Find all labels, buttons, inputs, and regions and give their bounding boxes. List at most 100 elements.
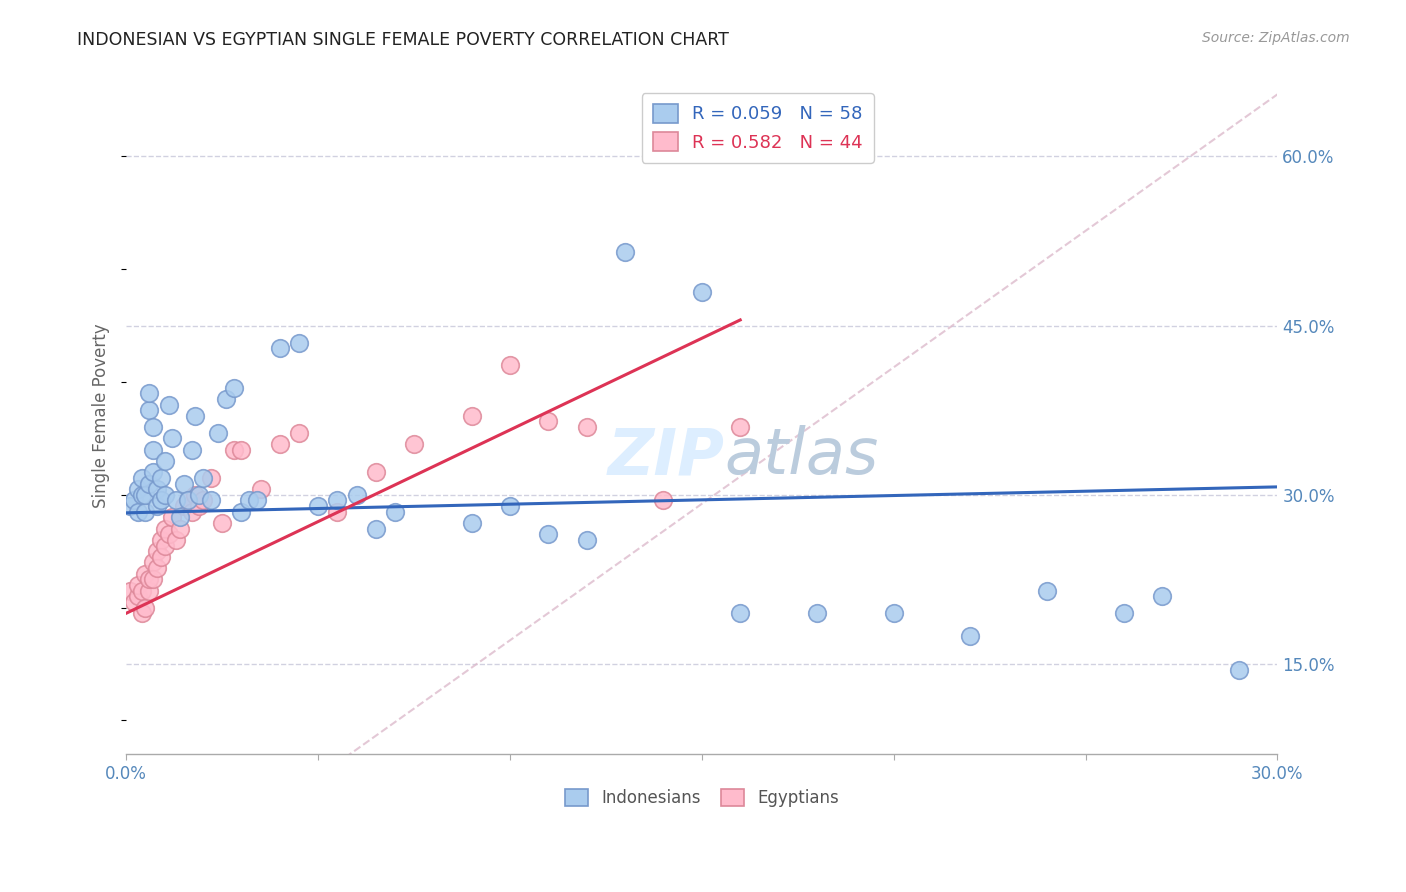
Point xyxy=(728,606,751,620)
Point xyxy=(138,386,160,401)
Point xyxy=(288,335,311,350)
Point xyxy=(1112,606,1135,620)
Point xyxy=(614,245,637,260)
Point xyxy=(120,583,142,598)
Point xyxy=(215,392,238,406)
Point xyxy=(127,505,149,519)
Point xyxy=(131,471,153,485)
Point xyxy=(146,482,169,496)
Point xyxy=(173,476,195,491)
Point xyxy=(806,606,828,620)
Point xyxy=(188,499,211,513)
Point xyxy=(188,488,211,502)
Point xyxy=(191,471,214,485)
Point xyxy=(131,583,153,598)
Point xyxy=(652,493,675,508)
Point xyxy=(690,285,713,299)
Point xyxy=(169,510,191,524)
Point xyxy=(157,398,180,412)
Point xyxy=(384,505,406,519)
Text: Source: ZipAtlas.com: Source: ZipAtlas.com xyxy=(1202,31,1350,45)
Point xyxy=(184,488,207,502)
Point xyxy=(326,493,349,508)
Point xyxy=(153,488,176,502)
Point xyxy=(134,566,156,581)
Point xyxy=(142,465,165,479)
Point xyxy=(138,573,160,587)
Point xyxy=(146,561,169,575)
Point xyxy=(142,420,165,434)
Point xyxy=(222,381,245,395)
Point xyxy=(127,578,149,592)
Point xyxy=(346,488,368,502)
Point xyxy=(238,493,260,508)
Point xyxy=(134,488,156,502)
Point xyxy=(134,505,156,519)
Point xyxy=(134,600,156,615)
Point xyxy=(176,493,198,508)
Point xyxy=(404,437,426,451)
Point xyxy=(142,442,165,457)
Point xyxy=(180,505,202,519)
Point xyxy=(537,527,560,541)
Point xyxy=(211,516,233,530)
Point xyxy=(149,533,172,547)
Point xyxy=(959,629,981,643)
Text: ZIP: ZIP xyxy=(607,425,725,487)
Point xyxy=(222,442,245,457)
Point xyxy=(246,493,269,508)
Point xyxy=(200,493,222,508)
Point xyxy=(499,358,522,372)
Point xyxy=(231,442,253,457)
Point xyxy=(138,583,160,598)
Point xyxy=(153,539,176,553)
Point xyxy=(1036,583,1059,598)
Point xyxy=(146,499,169,513)
Point xyxy=(153,522,176,536)
Point xyxy=(326,505,349,519)
Legend: Indonesians, Egyptians: Indonesians, Egyptians xyxy=(558,782,846,814)
Point xyxy=(149,493,172,508)
Point xyxy=(162,510,184,524)
Point xyxy=(138,403,160,417)
Point xyxy=(138,476,160,491)
Point xyxy=(142,556,165,570)
Point xyxy=(184,409,207,423)
Point xyxy=(191,493,214,508)
Point xyxy=(142,573,165,587)
Point xyxy=(364,522,387,536)
Point xyxy=(131,606,153,620)
Point xyxy=(127,589,149,603)
Point xyxy=(575,533,598,547)
Point xyxy=(575,420,598,434)
Point xyxy=(1152,589,1174,603)
Point xyxy=(249,482,271,496)
Point xyxy=(176,493,198,508)
Point xyxy=(120,499,142,513)
Point xyxy=(149,471,172,485)
Point xyxy=(169,522,191,536)
Point xyxy=(131,488,153,502)
Point xyxy=(165,533,187,547)
Point xyxy=(499,499,522,513)
Point xyxy=(288,425,311,440)
Point xyxy=(231,505,253,519)
Point xyxy=(537,414,560,428)
Point xyxy=(460,516,482,530)
Point xyxy=(200,471,222,485)
Point xyxy=(127,482,149,496)
Point xyxy=(153,454,176,468)
Point xyxy=(146,544,169,558)
Text: INDONESIAN VS EGYPTIAN SINGLE FEMALE POVERTY CORRELATION CHART: INDONESIAN VS EGYPTIAN SINGLE FEMALE POV… xyxy=(77,31,730,49)
Point xyxy=(269,341,291,355)
Point xyxy=(728,420,751,434)
Point xyxy=(883,606,905,620)
Point xyxy=(149,549,172,564)
Point xyxy=(364,465,387,479)
Point xyxy=(165,493,187,508)
Point xyxy=(1227,663,1250,677)
Point xyxy=(122,595,145,609)
Point xyxy=(122,493,145,508)
Point xyxy=(180,442,202,457)
Y-axis label: Single Female Poverty: Single Female Poverty xyxy=(93,324,110,508)
